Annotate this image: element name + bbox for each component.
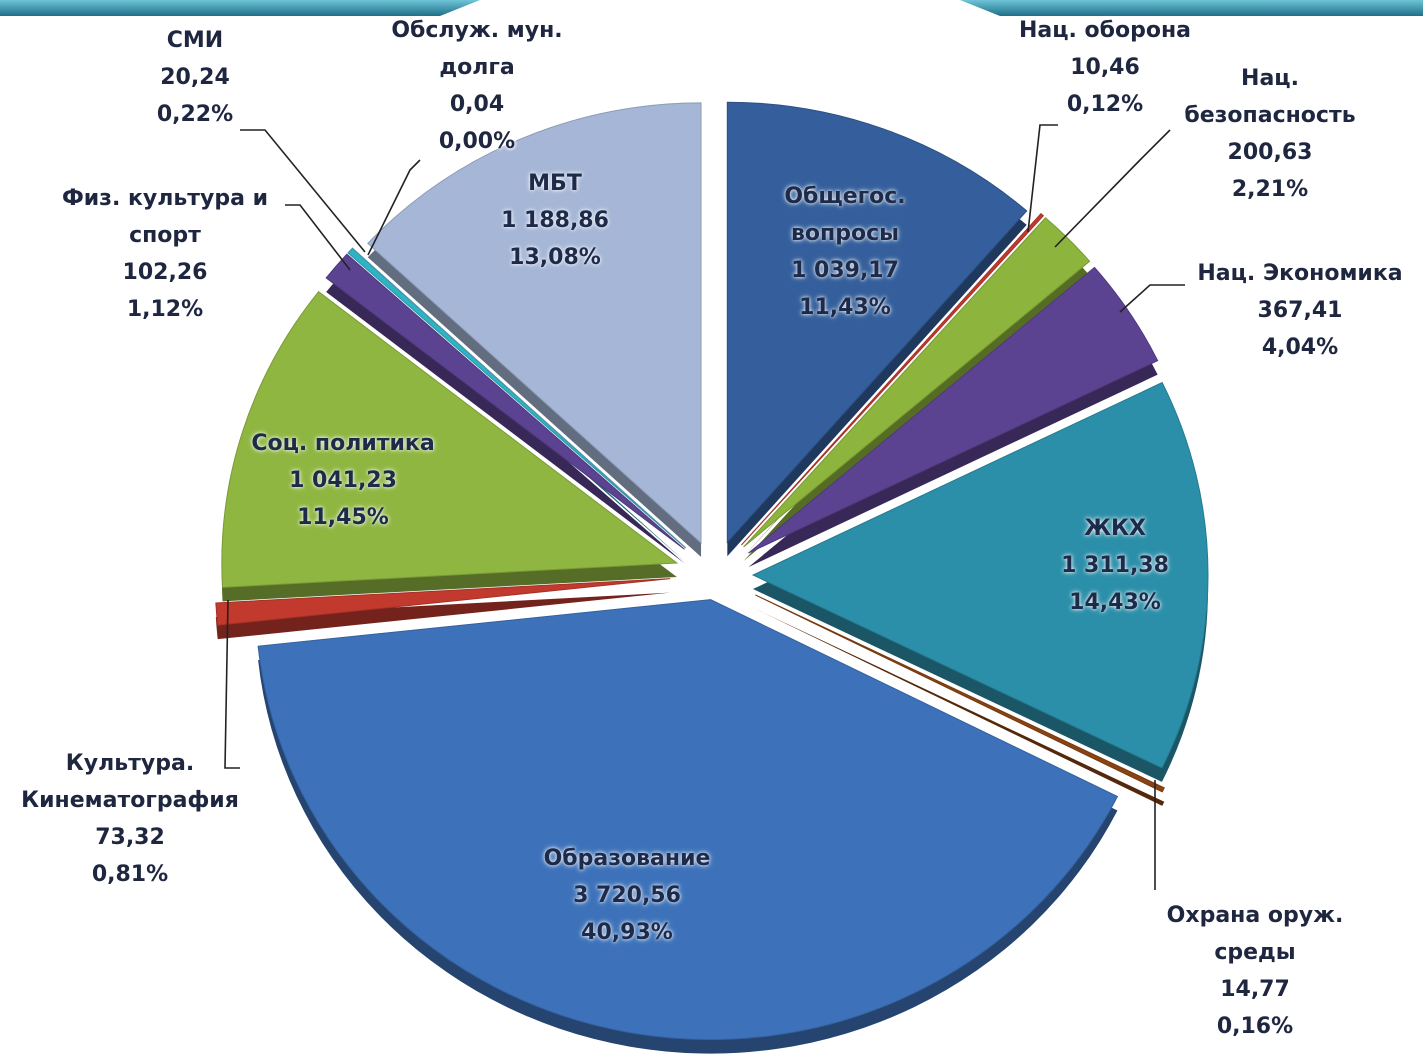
slice-label: Соц. политика 1 041,23 11,45% bbox=[208, 425, 478, 536]
label-name: Охрана оруж. среды bbox=[1166, 903, 1344, 965]
label-name: СМИ bbox=[166, 28, 224, 53]
leader-line bbox=[1054, 129, 1171, 248]
slice-label: Обслуж. мун. долга 0,04 0,00% bbox=[372, 12, 582, 160]
label-percent: 40,93% bbox=[581, 920, 673, 945]
slice bbox=[741, 212, 1045, 546]
slice-label: Нац. оборона 10,46 0,12% bbox=[990, 12, 1220, 123]
leader-line bbox=[367, 159, 421, 256]
label-name: Соц. политика bbox=[251, 431, 435, 456]
label-percent: 0,22% bbox=[156, 102, 234, 127]
slice-label: Общегос. вопросы 1 039,17 11,43% bbox=[765, 178, 925, 326]
slice-label: СМИ 20,24 0,22% bbox=[135, 22, 255, 133]
slice bbox=[221, 291, 679, 588]
slice-label: ЖКХ 1 311,38 14,43% bbox=[1015, 510, 1215, 621]
leader-line bbox=[1027, 124, 1058, 233]
label-percent: 11,45% bbox=[297, 505, 389, 530]
label-value: 73,32 bbox=[95, 825, 165, 850]
slice-label: МБТ 1 188,86 13,08% bbox=[445, 165, 665, 276]
slice bbox=[726, 101, 1028, 544]
label-name: Нац. оборона bbox=[1018, 18, 1192, 43]
slice bbox=[351, 247, 687, 549]
slice-label: Нац. Экономика 367,41 4,04% bbox=[1165, 255, 1423, 366]
leader-line bbox=[285, 204, 351, 271]
label-value: 1 311,38 bbox=[1061, 553, 1169, 578]
slice bbox=[751, 381, 1209, 769]
slice bbox=[748, 266, 1159, 554]
slice bbox=[215, 578, 671, 626]
slice-label: Физ. культура и спорт 102,26 1,12% bbox=[40, 180, 290, 328]
slice-side bbox=[215, 592, 671, 640]
label-percent: 1,12% bbox=[126, 297, 204, 322]
label-percent: 13,08% bbox=[509, 245, 601, 270]
label-percent: 4,04% bbox=[1261, 335, 1339, 360]
header-banner-left bbox=[0, 0, 480, 16]
label-percent: 0,81% bbox=[91, 862, 169, 887]
slice-label: Нац. безопасность 200,63 2,21% bbox=[1170, 60, 1370, 208]
label-name: Нац. Экономика bbox=[1197, 261, 1403, 286]
leader-line bbox=[224, 599, 240, 769]
label-name: Обслуж. мун. долга bbox=[391, 18, 563, 80]
label-name: Образование bbox=[543, 846, 711, 871]
leader-line bbox=[1119, 284, 1185, 313]
label-name: МБТ bbox=[528, 171, 582, 196]
label-value: 0,04 bbox=[449, 92, 505, 117]
leader-line bbox=[240, 129, 366, 253]
label-name: Нац. безопасность bbox=[1184, 66, 1356, 128]
label-value: 102,26 bbox=[122, 260, 208, 285]
label-value: 1 039,17 bbox=[791, 258, 899, 283]
slice bbox=[367, 102, 702, 545]
slice bbox=[257, 599, 1119, 1041]
label-value: 200,63 bbox=[1227, 140, 1313, 165]
slice bbox=[325, 253, 685, 550]
slice bbox=[755, 594, 1165, 793]
label-name: Физ. культура и спорт bbox=[61, 186, 269, 248]
label-value: 1 041,23 bbox=[289, 468, 397, 493]
label-percent: 11,43% bbox=[799, 295, 891, 320]
label-percent: 0,16% bbox=[1216, 1014, 1294, 1039]
slice bbox=[743, 217, 1091, 548]
header-banner-right bbox=[960, 0, 1423, 16]
label-value: 20,24 bbox=[160, 65, 230, 90]
slice-label: Охрана оруж. среды 14,77 0,16% bbox=[1145, 897, 1365, 1045]
label-percent: 2,21% bbox=[1231, 177, 1309, 202]
label-percent: 14,43% bbox=[1069, 590, 1161, 615]
label-value: 367,41 bbox=[1257, 298, 1343, 323]
label-value: 3 720,56 bbox=[573, 883, 681, 908]
slice-side bbox=[755, 608, 1165, 806]
label-name: Культура. Кинематография bbox=[21, 751, 239, 813]
label-value: 10,46 bbox=[1070, 55, 1140, 80]
label-name: ЖКХ bbox=[1084, 516, 1146, 541]
label-name: Общегос. вопросы bbox=[784, 184, 906, 246]
label-percent: 0,12% bbox=[1066, 92, 1144, 117]
slice-label: Культура. Кинематография 73,32 0,81% bbox=[0, 745, 265, 893]
label-percent: 0,00% bbox=[438, 129, 516, 154]
slice-label: Образование 3 720,56 40,93% bbox=[497, 840, 757, 951]
label-value: 1 188,86 bbox=[501, 208, 609, 233]
label-value: 14,77 bbox=[1220, 977, 1290, 1002]
